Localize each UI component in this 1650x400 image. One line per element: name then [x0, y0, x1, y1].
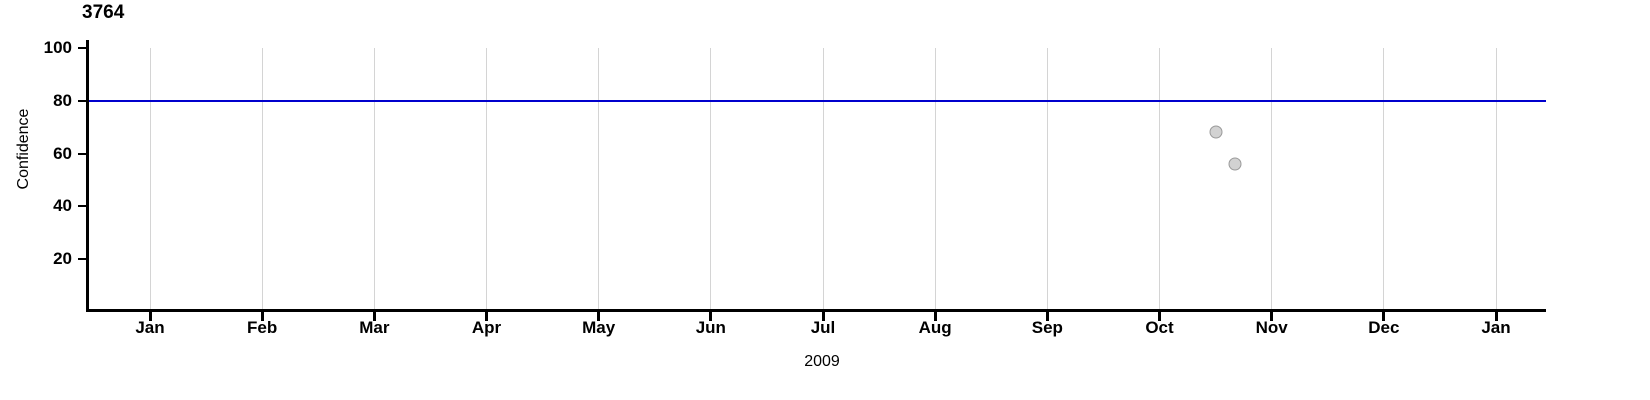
x-tick-label-10: Nov — [1255, 318, 1288, 337]
x-tick-label-9: Oct — [1145, 318, 1174, 337]
gridline-aug-7 — [934, 48, 936, 309]
x-tick-3 — [485, 312, 488, 321]
x-tick-4 — [597, 312, 601, 321]
x-tick-label-2: Mar — [359, 318, 390, 337]
x-tick-label-5: Jun — [695, 318, 726, 337]
x-tick-5 — [709, 312, 713, 321]
gridline-jan-0 — [149, 48, 151, 309]
gridline-jun-5 — [710, 48, 712, 309]
y-axis-line — [86, 40, 89, 312]
y-axis-title: Confidence — [15, 108, 32, 190]
x-tick-label-8: Sep — [1031, 318, 1063, 337]
gridline-may-4 — [598, 48, 600, 309]
gridline-apr-3 — [486, 48, 487, 309]
x-tick-label-4: May — [582, 318, 616, 337]
x-axis-line — [86, 309, 1546, 312]
data-point — [1209, 125, 1223, 139]
gridline-feb-1 — [261, 48, 263, 309]
y-tick-20 — [78, 258, 87, 260]
y-tick-40 — [78, 205, 87, 208]
x-tick-1 — [260, 312, 264, 321]
x-tick-0 — [148, 312, 152, 321]
x-tick-label-7: Aug — [918, 318, 952, 337]
x-tick-8 — [1045, 312, 1049, 321]
y-tick-label-80: 80 — [53, 90, 72, 110]
x-axis-title-text: 2009 — [804, 353, 840, 370]
gridline-dec-11 — [1383, 48, 1385, 309]
x-tick-2 — [372, 312, 376, 321]
gridline-mar-2 — [373, 48, 375, 309]
x-tick-label-6: Jul — [810, 318, 836, 337]
x-tick-label-11: Dec — [1368, 318, 1400, 337]
y-tick-60 — [78, 152, 87, 155]
y-tick-label-20: 20 — [53, 249, 72, 268]
x-axis-title: 2009 — [0, 353, 1650, 371]
gridline-jul-6 — [822, 48, 824, 309]
x-tick-11 — [1382, 312, 1386, 321]
x-tick-7 — [933, 312, 937, 321]
x-tick-10 — [1270, 312, 1274, 321]
data-point — [1228, 157, 1242, 171]
x-tick-label-0: Jan — [135, 318, 165, 337]
gridline-oct-9 — [1159, 48, 1160, 309]
gridline-sep-8 — [1046, 48, 1048, 309]
gridline-nov-10 — [1271, 48, 1273, 309]
x-tick-9 — [1158, 312, 1161, 321]
y-tick-label-40: 40 — [53, 196, 72, 216]
x-tick-6 — [821, 312, 825, 321]
x-tick-label-3: Apr — [471, 318, 502, 337]
chart-title: 3764 — [82, 2, 125, 23]
x-tick-label-12: Jan — [1481, 318, 1511, 337]
y-tick-80 — [78, 99, 87, 102]
x-tick-12 — [1494, 312, 1498, 321]
x-tick-label-1: Feb — [247, 318, 278, 337]
confidence-threshold-line — [88, 99, 1546, 102]
y-tick-label-100: 100 — [43, 38, 72, 57]
y-tick-label-60: 60 — [53, 143, 72, 163]
gridline-jan-12 — [1495, 48, 1497, 309]
y-tick-100 — [78, 47, 87, 49]
